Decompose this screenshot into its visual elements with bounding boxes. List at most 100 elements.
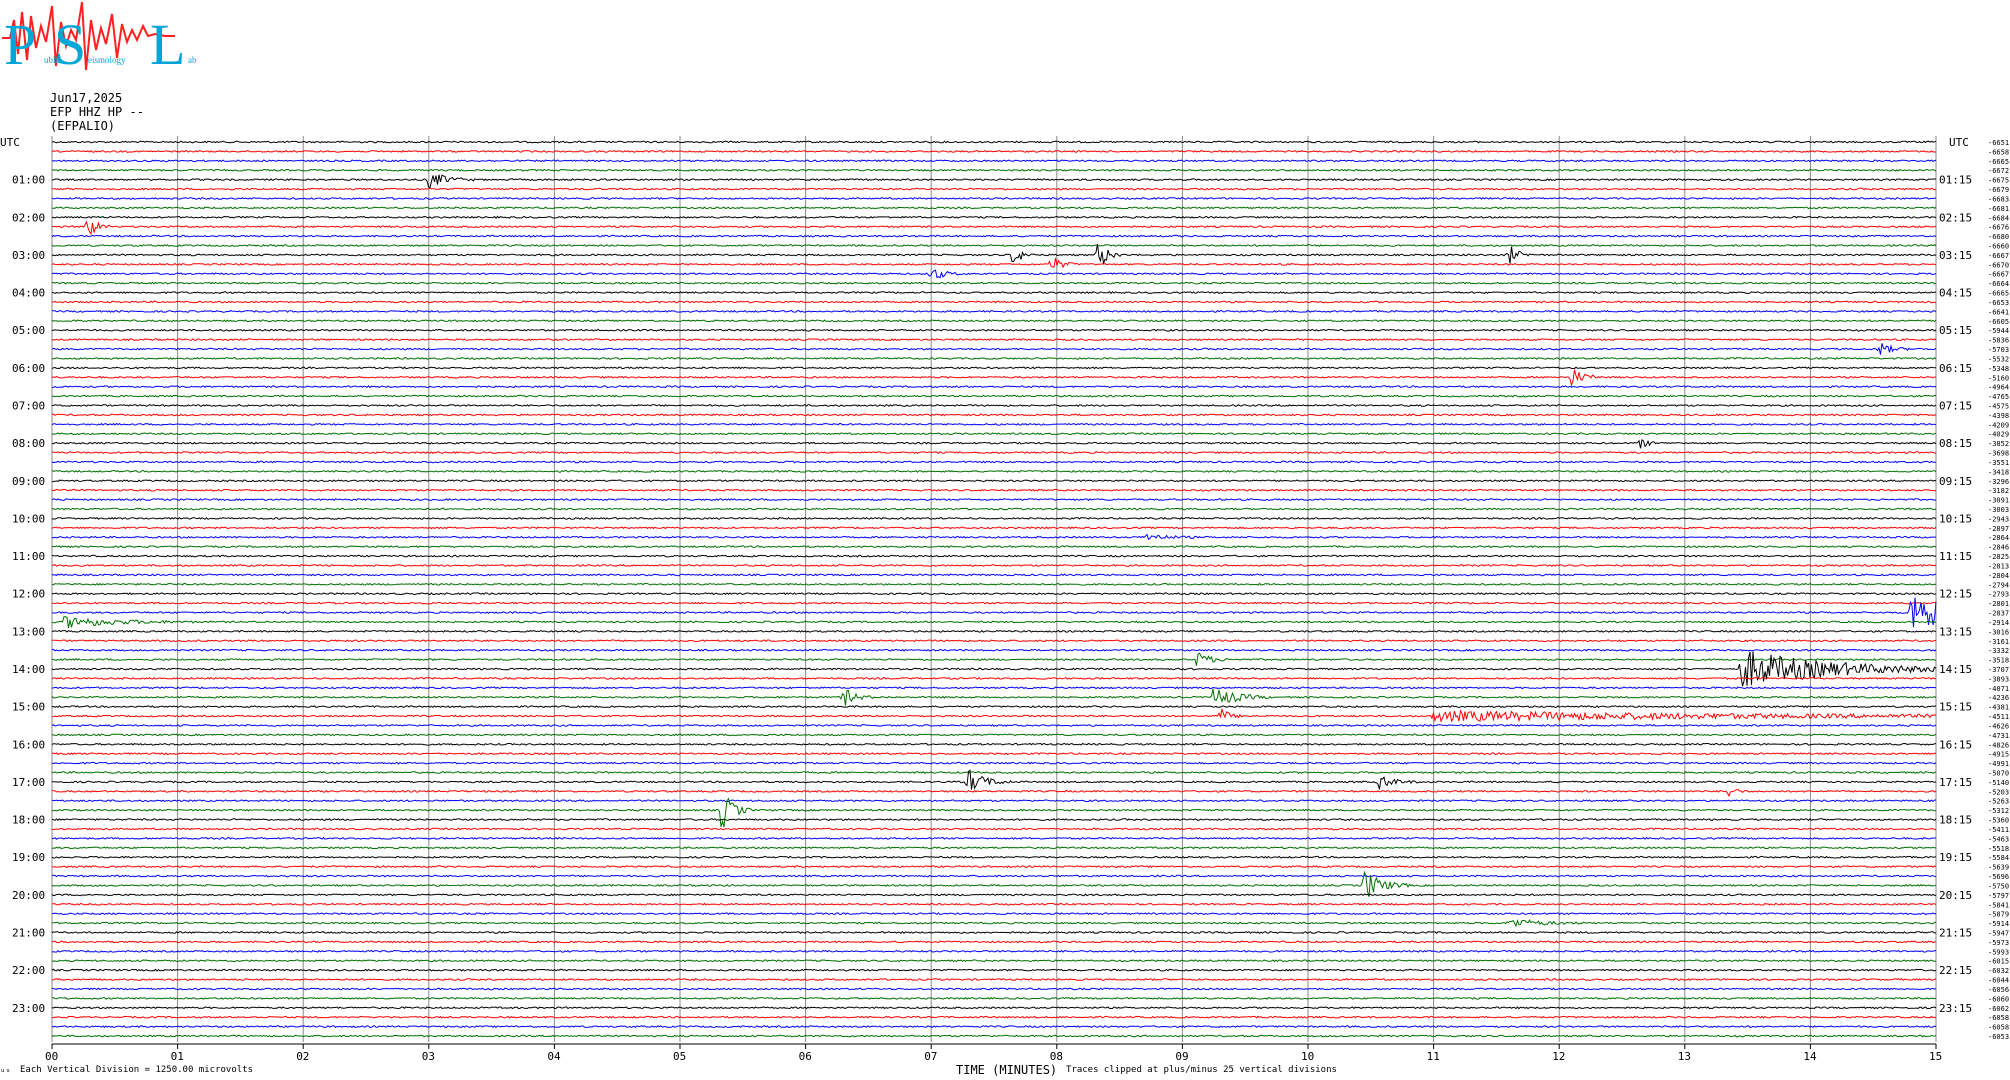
left-hour-label: 08:00: [12, 437, 45, 450]
row-offset-value: -4209: [1988, 421, 2009, 429]
x-tick-label: 10: [1301, 1050, 1314, 1063]
x-tick-label: 03: [422, 1050, 435, 1063]
x-tick-label: 14: [1803, 1050, 1817, 1063]
trace-line: [52, 788, 1937, 797]
trace-line: [51, 220, 1937, 236]
right-hour-label: 14:15: [1939, 663, 1972, 676]
trace-line: [51, 394, 1937, 398]
row-offset-value: -6653: [1988, 299, 2009, 307]
trace-line: [51, 479, 1937, 483]
row-offset-value: -5696: [1988, 873, 2009, 881]
left-hour-label: 01:00: [12, 174, 45, 187]
row-offset-value: -6676: [1988, 224, 2009, 232]
trace-line: [51, 1034, 1937, 1038]
row-offset-value: -6681: [1988, 205, 2009, 213]
trace-line: [51, 439, 1937, 449]
row-offset-value: -3161: [1988, 638, 2009, 646]
trace-line: [51, 724, 1937, 727]
left-hour-label: 06:00: [12, 362, 45, 375]
trace-line: [51, 686, 1937, 690]
row-offset-value: -5360: [1988, 817, 2009, 825]
row-offset-value: -6667: [1988, 252, 2009, 260]
row-offset-value: -5841: [1988, 901, 2009, 909]
trace-line: [51, 893, 1937, 897]
logo-letter-p: P: [4, 12, 36, 72]
right-hour-label: 17:15: [1939, 776, 1972, 789]
trace-line: [51, 799, 1937, 803]
left-hour-label: 03:00: [12, 249, 45, 262]
axis-labels: UTC UTC 00 01 02 03 04 05 06 07 08 09 10 11 12 13 14 15…: [0, 136, 2009, 1063]
row-offset-value: -3332: [1988, 647, 2009, 655]
trace-line: [51, 174, 1936, 189]
row-offset-value: -3296: [1988, 478, 2009, 486]
trace-line: [51, 870, 1937, 897]
minute-gridlines: [51, 136, 1937, 1049]
row-offset-value: -6667: [1988, 271, 2009, 279]
trace-line: [51, 855, 1937, 859]
row-offset-value: -5703: [1988, 346, 2009, 354]
row-offset-value: -3003: [1988, 506, 2009, 514]
row-offset-value: -5836: [1988, 337, 2009, 345]
row-offset-value: -6660: [1988, 243, 2009, 251]
right-hour-label: 02:15: [1939, 211, 1972, 224]
row-offset-value: -5993: [1988, 948, 2009, 956]
right-hour-label: 06:15: [1939, 362, 1972, 375]
row-offset-value: -4575: [1988, 402, 2009, 410]
trace-line: [51, 651, 1937, 687]
trace-line: [51, 404, 1937, 407]
trace-line: [51, 243, 1937, 264]
row-offset-value: -3852: [1988, 440, 2009, 448]
row-offset-value: -5584: [1988, 854, 2009, 862]
right-hour-label: 03:15: [1939, 249, 1972, 262]
row-offset-value: -5518: [1988, 845, 2009, 853]
trace-line: [51, 770, 1937, 775]
row-offset-value: -2897: [1988, 525, 2009, 533]
row-offset-value: -5463: [1988, 835, 2009, 843]
row-offset-value: -4071: [1988, 685, 2009, 693]
right-hour-label: 16:15: [1939, 738, 1972, 751]
row-offset-value: -4398: [1988, 412, 2009, 420]
trace-line: [51, 818, 1937, 822]
right-hour-label: 09:15: [1939, 475, 1972, 488]
seismogram-traces: [51, 140, 1937, 1038]
row-offset-value: -6680: [1988, 233, 2009, 241]
right-hour-label: 11:15: [1939, 550, 1972, 563]
right-hour-label: 04:15: [1939, 287, 1972, 300]
row-offset-value: -3182: [1988, 487, 2009, 495]
row-offset-value: -4029: [1988, 431, 2009, 439]
left-hour-label: 14:00: [12, 663, 45, 676]
trace-line: [51, 140, 1937, 144]
right-hour-label: 21:15: [1939, 926, 1972, 939]
trace-line: [52, 996, 1937, 1000]
trace-line: [51, 601, 1937, 605]
row-offset-value: -5411: [1988, 826, 2009, 834]
trace-line: [51, 451, 1937, 455]
left-hour-label: 21:00: [12, 926, 45, 939]
left-hour-label: 19:00: [12, 851, 45, 864]
trace-line: [51, 257, 1937, 269]
row-offset-value: -5203: [1988, 788, 2009, 796]
row-offset-value: -6679: [1988, 186, 2009, 194]
footer-mark: ᵤₛ: [0, 1065, 11, 1075]
row-offset-value: -2801: [1988, 600, 2009, 608]
trace-line: [52, 206, 1937, 210]
trace-line: [51, 797, 1937, 828]
trace-line: [51, 902, 1937, 906]
trace-line: [51, 769, 1937, 790]
row-offset-value: -3698: [1988, 450, 2009, 458]
row-offset-value: -6670: [1988, 261, 2009, 269]
x-tick-label: 04: [547, 1050, 561, 1063]
left-hour-label: 04:00: [12, 287, 45, 300]
row-offset-value: -6672: [1988, 167, 2009, 175]
trace-line: [51, 432, 1937, 436]
right-hour-label: 05:15: [1939, 324, 1972, 337]
row-offset-value: -6056: [1988, 986, 2009, 994]
row-offset-value: -2864: [1988, 534, 2009, 542]
row-offset-value: -5639: [1988, 864, 2009, 872]
row-offset-value: -2846: [1988, 544, 2009, 552]
trace-line: [51, 874, 1937, 878]
date-label: Jun17,2025: [50, 91, 123, 105]
row-offset-value: -4511: [1988, 713, 2009, 721]
right-hour-label: 12:15: [1939, 588, 1972, 601]
